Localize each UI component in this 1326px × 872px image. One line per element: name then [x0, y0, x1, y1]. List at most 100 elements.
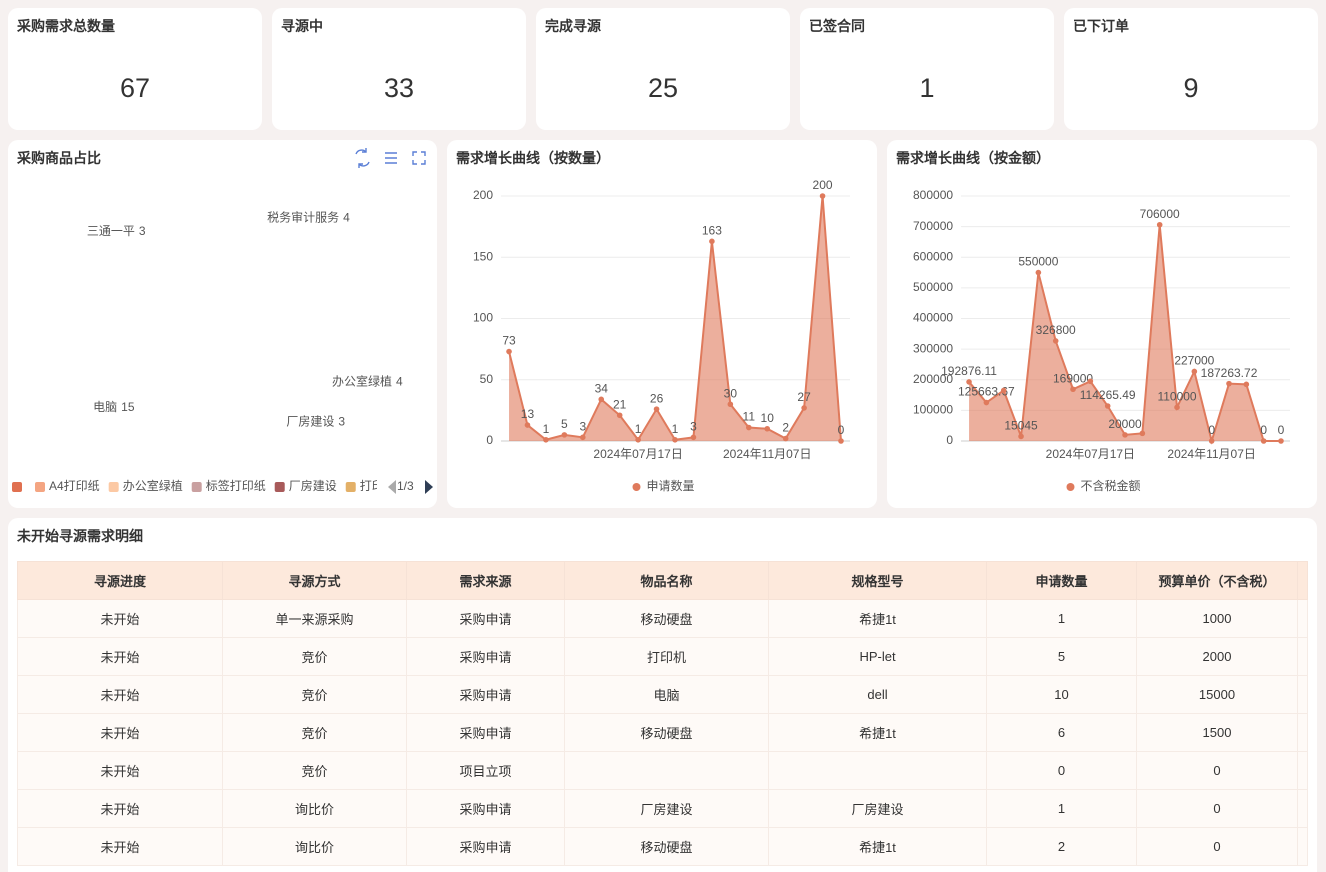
table-cell: 未开始 — [17, 789, 223, 828]
table-cell: 5 — [986, 637, 1137, 676]
data-label: 11 — [743, 410, 756, 424]
count-chart-card: 0 50 100 150 200 2024年07月17日 2024年11月07日 73 13 1 5… — [447, 140, 877, 508]
table-cell: 采购申请 — [406, 789, 565, 828]
y-tick-label: 100000 — [913, 403, 953, 417]
point — [1035, 269, 1042, 276]
data-label: 114265.49 — [1080, 388, 1136, 402]
detail-table: 寻源进度 寻源方式 需求来源 物品名称 规格型号 申请数量 预算单价（不含税） 未开始 单一来源… — [17, 561, 1308, 866]
table-cell — [1297, 599, 1308, 638]
table-cell: 未开始 — [17, 599, 223, 638]
legend-label: 标签打印纸 — [206, 478, 266, 493]
stat-value: 25 — [647, 73, 679, 103]
legend-marker — [191, 482, 202, 492]
slice-name: 三通一平 — [87, 224, 135, 238]
table-cell: HP-let — [768, 637, 987, 676]
slice-name: 厂房建设 — [286, 414, 334, 429]
table-cell: 希捷1t — [768, 599, 987, 638]
legend-marker — [35, 482, 45, 492]
slice-value: 4 — [396, 375, 403, 389]
stat-label: 采购需求总数量 — [17, 18, 115, 34]
legend-page: 1/3 — [397, 479, 414, 493]
data-label: 34 — [595, 382, 609, 396]
table-cell — [564, 751, 769, 790]
point — [653, 406, 660, 412]
data-label: 1 — [635, 422, 642, 436]
table-cell: 未开始 — [17, 675, 223, 714]
point — [819, 193, 826, 199]
data-label: 30 — [724, 386, 738, 400]
table-cell: 15000 — [1136, 675, 1298, 714]
slice-name: 税务审计服务 — [267, 210, 339, 225]
table-cell: 采购申请 — [406, 675, 565, 714]
point — [1208, 438, 1215, 444]
table-cell: 0 — [1136, 789, 1298, 828]
table-cell: 2 — [986, 827, 1137, 866]
data-label: 192876.11 — [941, 364, 997, 378]
table-cell: 厂房建设 — [768, 789, 987, 828]
stat-label: 寻源中 — [281, 18, 323, 34]
stat-value: 9 — [1183, 73, 1199, 103]
table-cell: 移动硬盘 — [564, 599, 769, 638]
table-cell: 电脑 — [564, 675, 769, 714]
slice-label: 三通一平 3 — [87, 224, 146, 238]
table-card: 未开始寻源需求明细 寻源进度 寻源方式 需求来源 物品名称 规格型号 申请数量 预算单价（不… — [8, 518, 1317, 872]
slice-value: 3 — [338, 415, 345, 429]
point — [1018, 433, 1024, 440]
slice-name: 办公室绿植 — [332, 374, 392, 389]
legend-label: 厂房建设 — [289, 478, 337, 493]
table-row: 未开始 单一来源采购 采购申请 移动硬盘 希捷1t 1 1000 — [17, 599, 1308, 638]
table-cell: 1000 — [1136, 599, 1298, 638]
table-cell: 未开始 — [17, 713, 223, 752]
point — [598, 396, 605, 403]
table-cell: 未开始 — [17, 827, 223, 866]
data-label: 169000 — [1053, 371, 1093, 385]
table-cell: 竞价 — [222, 675, 407, 714]
y-tick-label: 400000 — [913, 311, 953, 325]
legend-prev[interactable] — [388, 480, 396, 494]
refresh-icon[interactable] — [355, 148, 370, 168]
table-row: 未开始 询比价 采购申请 厂房建设 厂房建设 1 0 — [17, 789, 1308, 828]
table-cell: 1 — [986, 599, 1137, 638]
table-cell: 移动硬盘 — [564, 827, 769, 866]
table-cell: 0 — [1136, 827, 1298, 866]
header-cell: 规格型号 — [768, 561, 987, 600]
data-label: 0 — [1208, 423, 1215, 437]
slice-label: 办公室绿植 4 — [332, 374, 403, 389]
legend-next[interactable] — [425, 480, 433, 494]
data-label: 0 — [838, 423, 845, 437]
table-cell: 2000 — [1136, 637, 1298, 676]
y-tick-label: 100 — [473, 311, 493, 325]
stat-value: 1 — [919, 73, 935, 103]
header-cell: 需求来源 — [406, 561, 565, 600]
table-cell: 打印机 — [564, 637, 769, 676]
legend: A4打印纸 办公室绿植 标签打印纸 厂房建设 打印 — [12, 478, 377, 493]
point — [1139, 430, 1146, 437]
table-cell: 厂房建设 — [564, 789, 769, 828]
list-icon[interactable] — [385, 152, 397, 164]
table-cell: 竞价 — [222, 713, 407, 752]
chart-title: 需求增长曲线（按金额） — [896, 150, 1050, 166]
fullscreen-icon[interactable] — [412, 151, 426, 165]
area — [969, 224, 1281, 441]
y-tick-label: 800000 — [913, 188, 953, 202]
table-cell: 1 — [986, 789, 1137, 828]
point — [1070, 386, 1076, 393]
amount-chart: 0100000200000300000400000500000600000700… — [913, 188, 1290, 493]
point — [983, 399, 990, 406]
data-label: 227000 — [1174, 354, 1214, 368]
legend-label: 申请数量 — [646, 478, 694, 493]
table-cell: 希捷1t — [768, 827, 987, 866]
point — [580, 434, 586, 441]
table-cell — [1297, 675, 1308, 714]
x-tick-label: 2024年11月07日 — [723, 447, 812, 461]
data-label: 125663.67 — [958, 385, 1015, 399]
point — [1174, 404, 1180, 411]
table-cell: 0 — [986, 751, 1137, 790]
table-cell: 采购申请 — [406, 599, 565, 638]
table-title: 未开始寻源需求明细 — [17, 528, 143, 544]
table-cell: 单一来源采购 — [222, 599, 407, 638]
data-label: 200 — [813, 178, 833, 192]
data-label: 326800 — [1036, 323, 1076, 337]
y-tick-label: 600000 — [913, 249, 953, 263]
